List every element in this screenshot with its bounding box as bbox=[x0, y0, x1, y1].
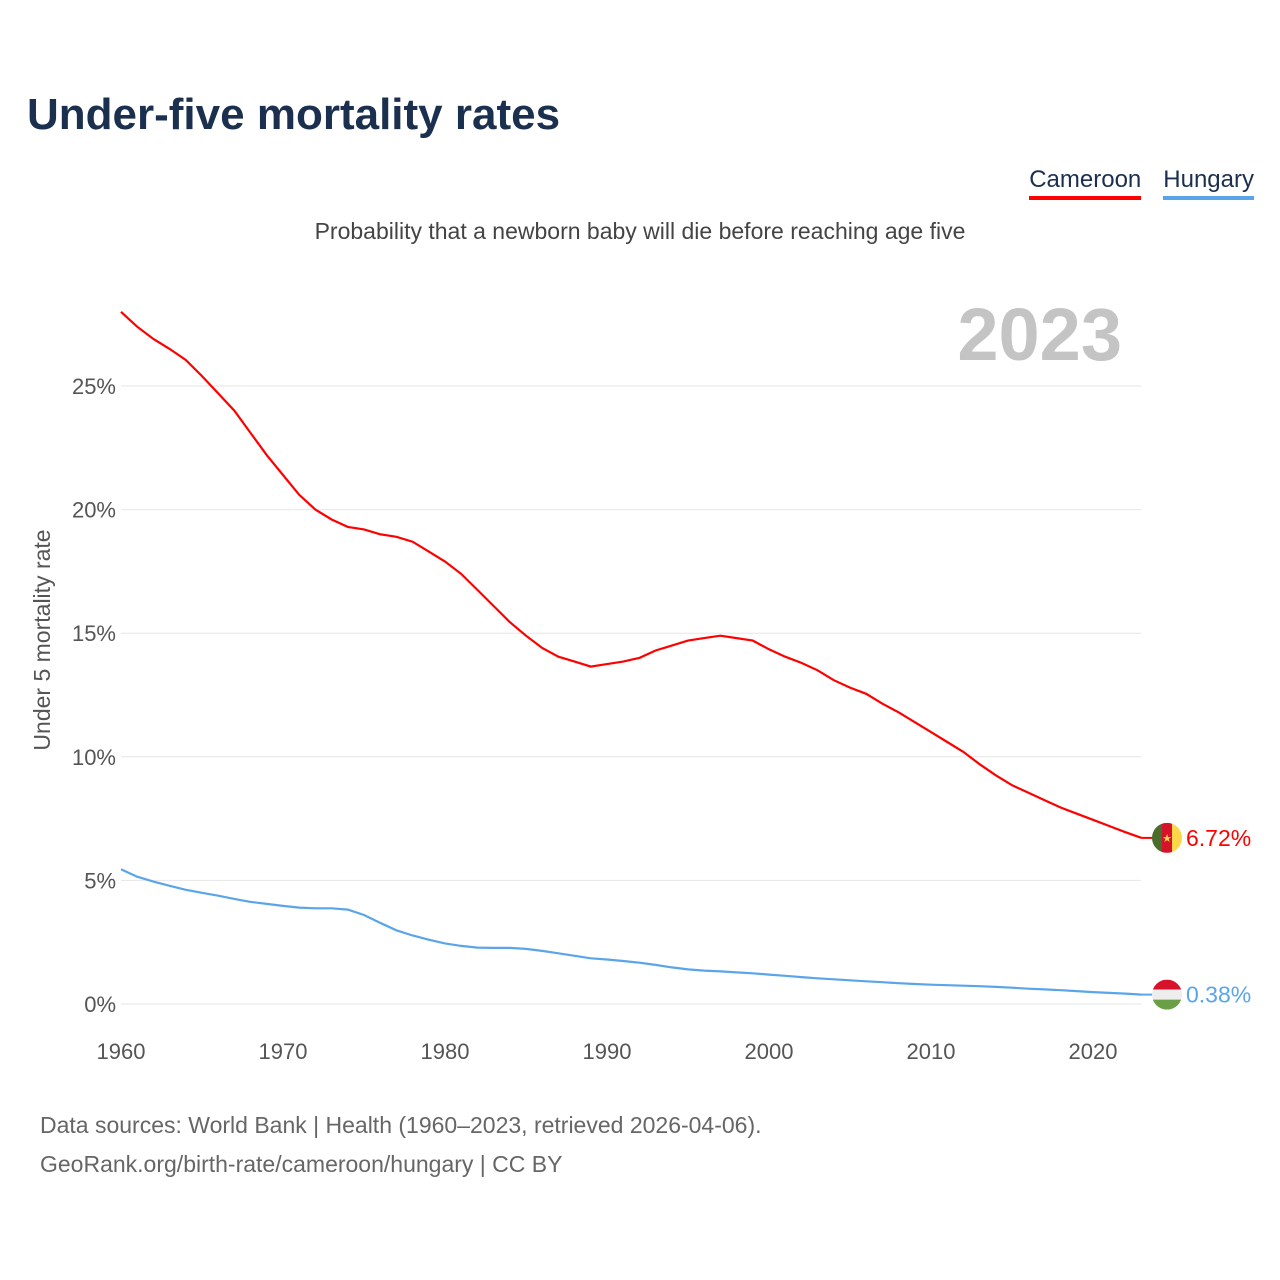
star-icon: ★ bbox=[1162, 833, 1172, 845]
flag-body: ★ bbox=[1152, 822, 1182, 853]
y-axis-label: Under 5 mortality rate bbox=[29, 529, 55, 750]
x-tick-label: 2000 bbox=[745, 1039, 794, 1064]
flag-stripe bbox=[1152, 989, 1182, 1000]
legend-item-hungary[interactable]: Hungary bbox=[1163, 166, 1254, 200]
footer-link[interactable]: GeoRank.org/birth-rate/cameroon/hungary … bbox=[40, 1151, 563, 1177]
cameroon-flag-icon: ★ bbox=[1152, 822, 1182, 853]
y-tick-label: 10% bbox=[72, 745, 116, 770]
end-value-label-hungary: 0.38% bbox=[1186, 982, 1251, 1008]
y-tick-label: 20% bbox=[72, 498, 116, 523]
series-line-hungary bbox=[120, 868, 1142, 996]
x-tick-label: 1990 bbox=[583, 1039, 632, 1064]
flag-stripe bbox=[1152, 979, 1182, 990]
chart-title: Under-five mortality rates bbox=[27, 90, 561, 139]
flag-stripe bbox=[1152, 822, 1162, 853]
year-watermark: 2023 bbox=[957, 293, 1122, 376]
flag-stripe bbox=[1172, 822, 1182, 853]
series-line-cameroon bbox=[120, 310, 1142, 839]
legend: Cameroon Hungary bbox=[1029, 166, 1254, 200]
hungary-flag-icon bbox=[1152, 979, 1182, 1010]
flag-stripe bbox=[1162, 822, 1172, 853]
y-tick-label: 5% bbox=[84, 868, 116, 893]
x-tick-label: 2020 bbox=[1069, 1039, 1118, 1064]
y-tick-label: 0% bbox=[84, 992, 116, 1017]
chart-subtitle: Probability that a newborn baby will die… bbox=[314, 218, 966, 244]
end-value-label-cameroon: 6.72% bbox=[1186, 825, 1251, 851]
y-tick-label: 25% bbox=[72, 374, 116, 399]
flag-stripe bbox=[1152, 999, 1182, 1010]
legend-item-cameroon[interactable]: Cameroon bbox=[1029, 166, 1142, 200]
y-tick-label: 15% bbox=[72, 621, 116, 646]
x-tick-label: 2010 bbox=[907, 1039, 956, 1064]
x-tick-label: 1960 bbox=[97, 1039, 146, 1064]
footer-source: Data sources: World Bank | Health (1960–… bbox=[40, 1112, 762, 1138]
x-tick-label: 1980 bbox=[421, 1039, 470, 1064]
flag-body bbox=[1152, 979, 1182, 1010]
x-tick-label: 1970 bbox=[259, 1039, 308, 1064]
footer: Data sources: World Bank | Health (1960–… bbox=[40, 1106, 762, 1184]
